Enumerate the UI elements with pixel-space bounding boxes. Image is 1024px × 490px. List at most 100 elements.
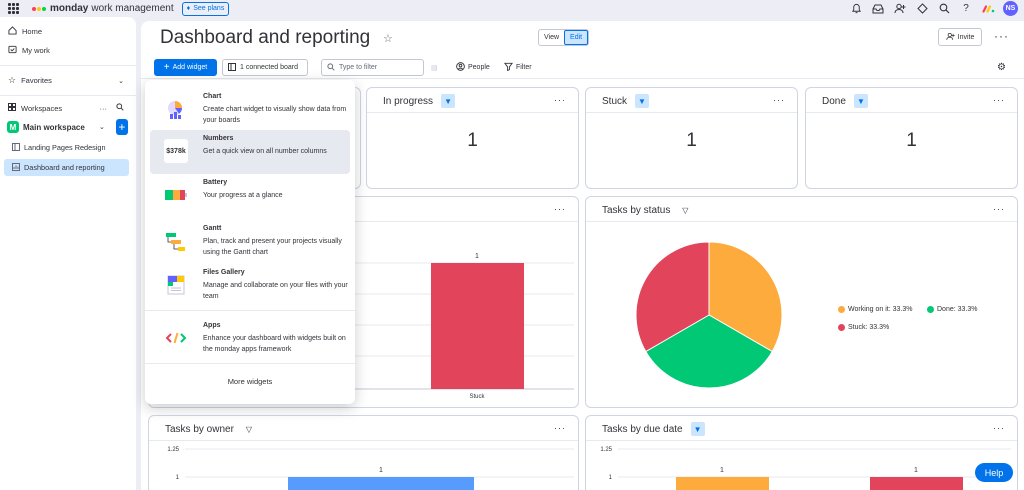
diamond-icon: ♦: [186, 5, 191, 12]
more-icon[interactable]: ···: [554, 423, 566, 433]
legend-swatch: [927, 306, 934, 313]
legend-label: Done: 33.3%: [937, 306, 978, 313]
avatar[interactable]: NS: [1003, 1, 1018, 16]
menu-item-desc: Create chart widget to visually show dat…: [203, 106, 347, 124]
sidebar-item-favorites[interactable]: ☆ Favorites ⌄: [0, 71, 136, 90]
widget-stuck: Stuck ▼ ··· 1: [585, 87, 798, 189]
view-button[interactable]: View: [544, 34, 560, 41]
chart-widget-icon: [163, 96, 189, 122]
bar: [676, 477, 769, 490]
save-filter-icon[interactable]: ▤: [431, 64, 438, 72]
tick-label: 1: [609, 475, 613, 481]
legend-swatch: [838, 306, 845, 313]
widget-number: 1: [906, 130, 917, 151]
gantt-widget-icon: [163, 228, 189, 254]
sidebar-item-home[interactable]: Home: [0, 22, 136, 41]
pie-chart: [635, 241, 783, 389]
menu-item-desc: Your progress at a glance: [203, 192, 283, 199]
more-icon[interactable]: ···: [994, 29, 1009, 43]
legend-item-working: Working on it: 33.3%: [838, 306, 912, 313]
widget-done: Done ▼ ··· 1: [805, 87, 1018, 189]
filter-icon[interactable]: ▼: [690, 422, 705, 436]
monday-logo[interactable]: monday work management: [32, 3, 174, 14]
filter-icon[interactable]: ▼: [441, 94, 456, 108]
people-label: People: [468, 64, 490, 71]
my-work-icon: [8, 45, 17, 56]
add-item-button[interactable]: +: [115, 119, 128, 135]
menu-item-numbers[interactable]: $378k Numbers Get a quick view on all nu…: [150, 130, 350, 174]
people-filter-button[interactable]: People: [456, 59, 490, 76]
view-edit-toggle: View Edit: [538, 29, 590, 46]
menu-item-title: Apps: [203, 322, 221, 329]
chevron-down-icon: ⌄: [118, 77, 124, 85]
monday-logo-icon: [32, 6, 46, 11]
search-icon[interactable]: [933, 3, 955, 14]
more-icon[interactable]: ···: [554, 204, 566, 214]
data-label: 1: [475, 253, 479, 260]
menu-item-files-gallery[interactable]: Files Gallery Manage and collaborate on …: [150, 264, 350, 308]
menu-item-title: Battery: [203, 179, 228, 186]
star-icon[interactable]: ☆: [383, 33, 393, 45]
menu-item-apps[interactable]: Apps Enhance your dashboard with widgets…: [150, 317, 350, 361]
widget-tasks-by-status: Tasks by status ▽ ··· Working on it: 33.3…: [585, 196, 1018, 408]
app-switcher-icon[interactable]: [8, 3, 19, 14]
apps-icon[interactable]: [911, 3, 933, 14]
board-icon: [228, 62, 236, 73]
toolbar: + Add widget 1 connected board Type to f…: [141, 54, 1024, 79]
add-widget-button[interactable]: + Add widget: [154, 59, 217, 76]
menu-item-chart[interactable]: Chart Create chart widget to visually sh…: [150, 88, 350, 132]
invite-members-icon[interactable]: [889, 3, 911, 14]
data-label: 1: [720, 467, 724, 474]
sidebar-item-dashboard[interactable]: Dashboard and reporting: [4, 159, 129, 176]
filter-icon[interactable]: ▽: [682, 205, 689, 215]
filter-icon[interactable]: ▼: [635, 94, 650, 108]
widget-in-progress: In progress ▼ ··· 1: [366, 87, 579, 189]
more-icon[interactable]: ···: [993, 204, 1005, 214]
menu-item-gantt[interactable]: Gantt Plan, track and present your proje…: [150, 220, 350, 264]
menu-item-battery[interactable]: Battery Your progress at a glance: [150, 174, 350, 218]
numbers-widget-icon: $378k: [163, 138, 189, 164]
connected-boards-button[interactable]: 1 connected board: [222, 59, 308, 76]
widget-number: 1: [467, 130, 478, 151]
menu-item-title: Chart: [203, 93, 222, 100]
workspace-name: Main workspace: [23, 122, 85, 132]
dashboard-icon: [12, 162, 20, 173]
filter-button[interactable]: Filter: [504, 59, 532, 76]
invite-button[interactable]: Invite: [938, 28, 982, 46]
bell-icon[interactable]: [845, 3, 867, 14]
menu-item-desc: Manage and collaborate on your files wit…: [203, 282, 348, 300]
search-icon[interactable]: [116, 103, 124, 113]
more-icon[interactable]: ···: [554, 95, 566, 105]
more-icon[interactable]: ···: [773, 95, 785, 105]
more-icon[interactable]: ···: [993, 423, 1005, 433]
battery-widget-icon: [163, 182, 189, 208]
add-widget-menu: Chart Create chart widget to visually sh…: [145, 80, 355, 404]
gear-icon[interactable]: ⚙: [997, 62, 1006, 73]
filter-input[interactable]: Type to filter: [321, 59, 424, 76]
more-icon[interactable]: ···: [99, 103, 108, 113]
workspace-selector[interactable]: M Main workspace ⌄: [6, 120, 106, 134]
inbox-icon[interactable]: [867, 3, 889, 14]
monday-logo-icon[interactable]: [977, 4, 999, 13]
filter-placeholder: Type to filter: [339, 64, 378, 71]
sidebar-item-label: Favorites: [21, 76, 52, 85]
menu-item-title: Numbers: [203, 135, 234, 142]
edit-button[interactable]: Edit: [564, 30, 589, 45]
bar-chart: 1 Stuck: [349, 253, 574, 400]
filter-icon[interactable]: ▽: [245, 424, 252, 434]
legend-item-stuck: Stuck: 33.3%: [838, 324, 889, 331]
see-plans-button[interactable]: ♦ See plans: [181, 1, 230, 16]
sidebar-item-my-work[interactable]: My work: [0, 41, 136, 60]
home-icon: [8, 26, 17, 37]
filter-icon[interactable]: ▼: [853, 94, 868, 108]
more-widgets-button[interactable]: More widgets: [227, 377, 273, 386]
tick-label: 1.25: [167, 447, 179, 453]
more-icon[interactable]: ···: [993, 95, 1005, 105]
help-icon[interactable]: ?: [963, 3, 969, 14]
page-title[interactable]: Dashboard and reporting: [160, 27, 371, 48]
see-plans-label: See plans: [193, 5, 225, 12]
help-button[interactable]: Help: [975, 463, 1013, 482]
workspace-badge: M: [7, 121, 19, 133]
sidebar-item-landing-pages[interactable]: Landing Pages Redesign: [4, 139, 129, 156]
brand-subtitle: work management: [91, 3, 174, 14]
